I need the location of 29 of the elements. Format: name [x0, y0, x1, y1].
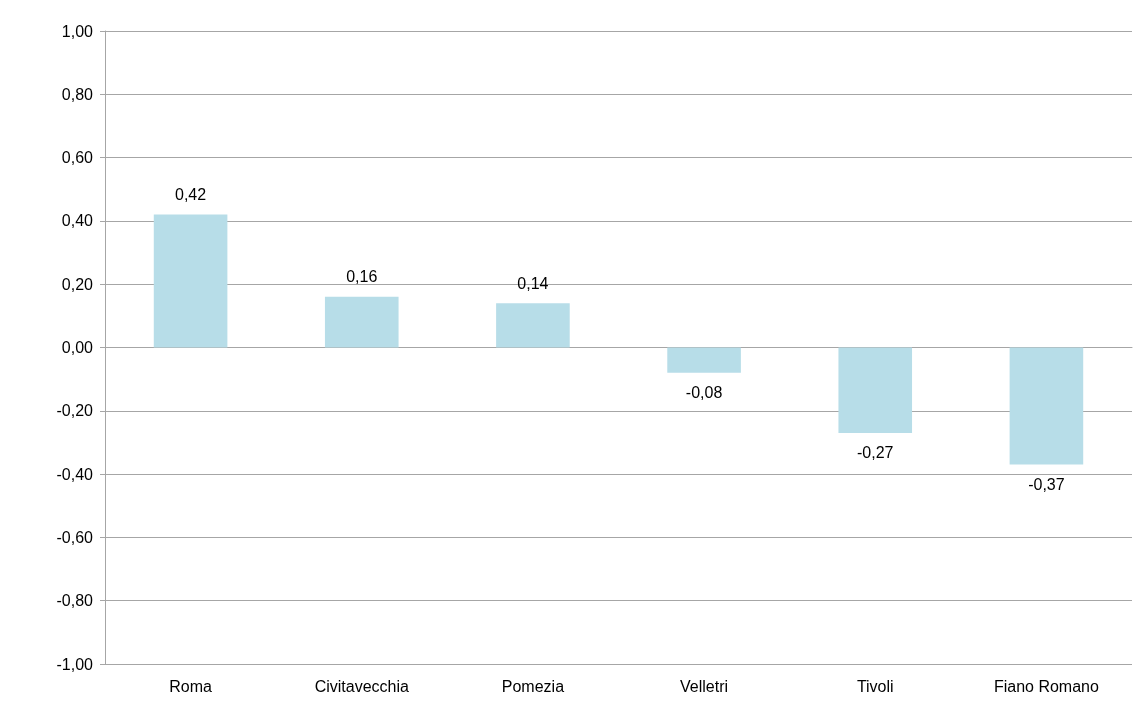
y-tick-label: 1,00: [61, 22, 94, 40]
y-tick-label: 0,80: [61, 85, 94, 103]
data-label: 0,42: [175, 186, 207, 204]
bar: [1009, 347, 1084, 465]
y-tick-label: -0,20: [56, 402, 94, 420]
x-tick-label: Civitavecchia: [314, 677, 409, 695]
data-label: 0,14: [517, 274, 549, 292]
data-label: -0,37: [1028, 476, 1065, 494]
bar: [838, 347, 913, 433]
y-tick-label: 0,40: [61, 212, 94, 230]
y-tick-label: -0,60: [56, 528, 94, 546]
data-label: -0,27: [857, 444, 894, 462]
x-tick-label: Tivoli: [856, 677, 894, 695]
y-tick-label: 0,00: [61, 339, 94, 356]
y-tick-label: 0,20: [61, 275, 94, 293]
y-tick-label: -0,40: [56, 465, 94, 483]
y-tick-label: 0,60: [61, 149, 94, 167]
x-tick-label: Roma: [169, 677, 213, 695]
data-label: 0,16: [346, 268, 378, 286]
x-tick-label: Pomezia: [501, 677, 565, 695]
bar: [153, 214, 228, 348]
bar: [496, 303, 570, 348]
bar: [667, 347, 741, 373]
x-tick-label: Fiano Romano: [993, 677, 1099, 695]
y-tick-label: -0,80: [56, 592, 94, 610]
x-tick-label: Velletri: [680, 677, 729, 695]
data-label: -0,08: [685, 384, 723, 402]
y-tick-label: -1,00: [56, 655, 94, 673]
bar: [324, 296, 399, 348]
